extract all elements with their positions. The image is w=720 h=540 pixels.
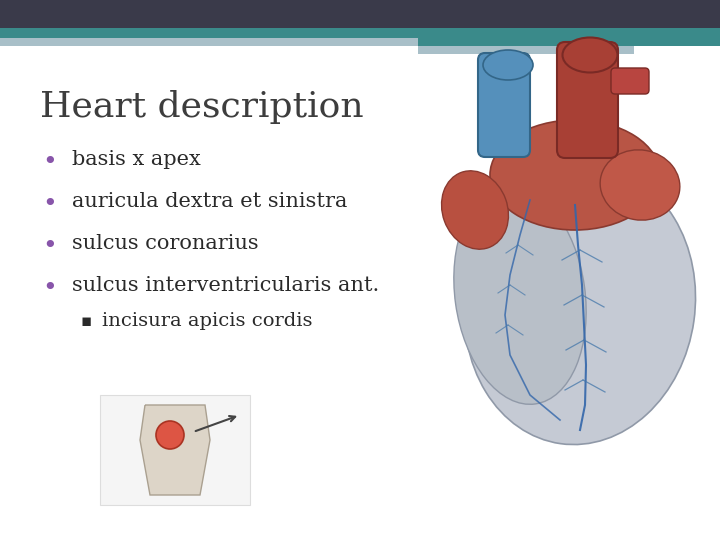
Ellipse shape (464, 165, 696, 444)
Ellipse shape (483, 50, 533, 80)
Text: ▪: ▪ (80, 312, 91, 330)
Text: sulcus interventricularis ant.: sulcus interventricularis ant. (72, 276, 379, 295)
Text: •: • (42, 234, 57, 258)
Ellipse shape (600, 150, 680, 220)
Text: auricula dextra et sinistra: auricula dextra et sinistra (72, 192, 347, 211)
Bar (100, 395, 250, 505)
Bar (0, 0, 720, 28)
Text: Heart description: Heart description (40, 90, 364, 124)
Ellipse shape (441, 171, 508, 249)
Text: basis x apex: basis x apex (72, 150, 201, 169)
Ellipse shape (562, 37, 618, 72)
FancyBboxPatch shape (478, 53, 530, 157)
Text: sulcus coronarius: sulcus coronarius (72, 234, 258, 253)
FancyBboxPatch shape (557, 42, 618, 158)
Bar (418, 46, 634, 54)
Ellipse shape (454, 186, 586, 404)
PathPatch shape (140, 405, 210, 495)
Bar (0, 28, 720, 38)
Text: •: • (42, 192, 57, 216)
Bar (418, 38, 720, 46)
Ellipse shape (490, 120, 660, 230)
Text: incisura apicis cordis: incisura apicis cordis (102, 312, 312, 330)
FancyBboxPatch shape (611, 68, 649, 94)
Text: •: • (42, 276, 57, 300)
Ellipse shape (156, 421, 184, 449)
Text: •: • (42, 150, 57, 174)
Bar (0, 38, 418, 46)
